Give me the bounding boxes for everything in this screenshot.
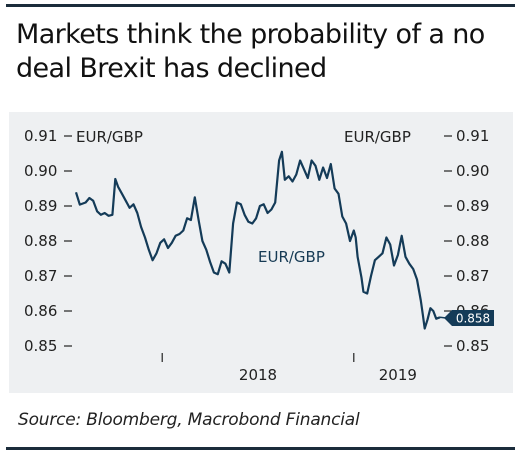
left-y-axis: 0.91 0.90 0.89 0.88 0.87 0.86 0.85 bbox=[24, 127, 72, 355]
bottom-rule bbox=[6, 447, 515, 450]
left-axis-title: EUR/GBP bbox=[76, 128, 143, 146]
last-value-label: 0.858 bbox=[456, 312, 490, 326]
y-tick-label-right: 0.91 bbox=[456, 127, 489, 145]
x-tick-label: 2019 bbox=[379, 366, 417, 384]
y-tick-label-left: 0.86 bbox=[24, 302, 57, 320]
right-y-axis: 0.910.900.890.880.870.860.85 bbox=[444, 127, 489, 355]
last-value-badge: 0.858 bbox=[439, 310, 494, 326]
series-label: EUR/GBP bbox=[258, 248, 325, 266]
y-tick-label-left: 0.91 bbox=[24, 127, 57, 145]
right-axis-title: EUR/GBP bbox=[344, 128, 411, 146]
y-tick-label-left: 0.89 bbox=[24, 197, 57, 215]
plot-background bbox=[9, 112, 513, 393]
chart-title: Markets think the probability of a no de… bbox=[16, 19, 485, 84]
x-tick-label: 2018 bbox=[239, 366, 277, 384]
y-tick-label-right: 0.85 bbox=[456, 337, 489, 355]
y-tick-label-right: 0.88 bbox=[456, 232, 489, 250]
y-tick-label-right: 0.89 bbox=[456, 197, 489, 215]
y-tick-label-left: 0.88 bbox=[24, 232, 57, 250]
y-tick-label-right: 0.87 bbox=[456, 267, 489, 285]
y-tick-label-left: 0.85 bbox=[24, 337, 57, 355]
series-layer bbox=[74, 150, 441, 330]
last-value-badge-shape bbox=[444, 310, 494, 326]
y-tick-label-left: 0.87 bbox=[24, 267, 57, 285]
series-line-eurgbp bbox=[74, 150, 441, 330]
x-axis: 2018 2019 bbox=[161, 353, 417, 384]
top-rule bbox=[6, 4, 515, 7]
y-tick-label-right: 0.90 bbox=[456, 162, 489, 180]
source-note: Source: Bloomberg, Macrobond Financial bbox=[18, 410, 360, 430]
y-tick-label-left: 0.90 bbox=[24, 162, 57, 180]
